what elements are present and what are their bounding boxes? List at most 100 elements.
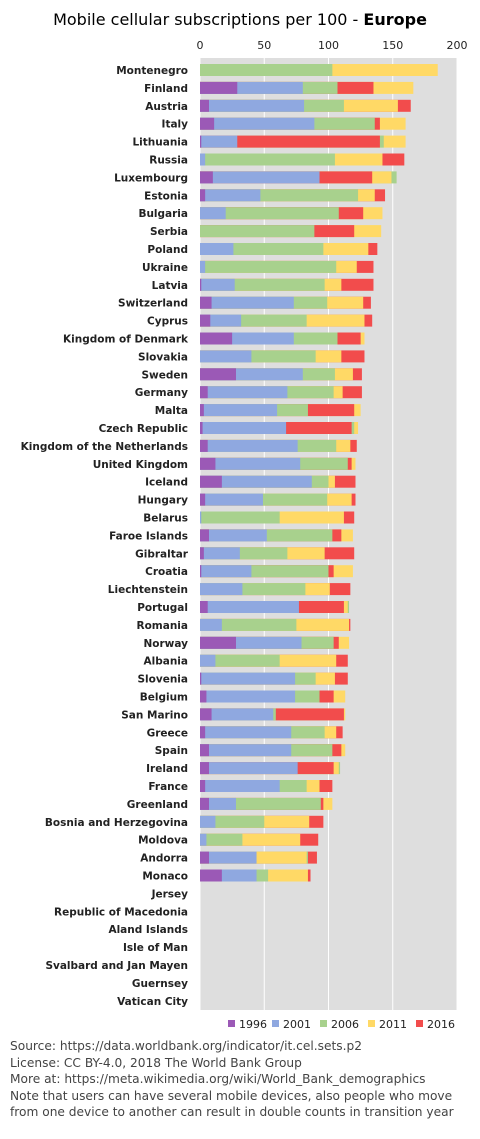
x-tick-label: 150 xyxy=(382,39,403,52)
category-label: Germany xyxy=(135,387,188,399)
category-label: Aland Islands xyxy=(108,924,188,936)
bar-1996 xyxy=(200,797,209,810)
legend-label: 2006 xyxy=(331,1018,359,1031)
category-label: Albania xyxy=(144,656,189,668)
bar-chart: 0 50 100 150 200 Montenegro Finland Austria Ital… xyxy=(21,39,468,1031)
bar-2006 xyxy=(200,618,297,631)
category-label: Lithuania xyxy=(132,137,188,149)
bar-1996 xyxy=(200,851,209,864)
bar-2001 xyxy=(200,690,296,703)
category-label: Sweden xyxy=(142,369,189,381)
bar-1996 xyxy=(200,457,216,470)
category-label: Greece xyxy=(147,727,188,739)
chart-title: Mobile cellular subscriptions per 100 - … xyxy=(0,10,480,29)
category-label: France xyxy=(148,781,188,793)
bar-2001 xyxy=(200,529,267,542)
bar-1996 xyxy=(200,636,236,649)
bar-2001 xyxy=(200,601,299,613)
category-label: Norway xyxy=(144,638,189,650)
category-label: Romania xyxy=(137,620,189,632)
bar-1996 xyxy=(200,529,209,542)
category-label: Italy xyxy=(162,119,189,131)
bar-1996 xyxy=(200,780,206,792)
bar-2006 xyxy=(200,64,333,76)
category-label: Bulgaria xyxy=(138,208,188,220)
bar-2001 xyxy=(200,762,298,775)
bar-1996 xyxy=(200,565,202,578)
bar-1996 xyxy=(200,332,233,345)
footer-more: More at: https://meta.wikimedia.org/wiki… xyxy=(10,1072,426,1086)
bar-2001 xyxy=(200,851,257,864)
category-label: Estonia xyxy=(144,190,188,202)
x-tick-label: 100 xyxy=(318,39,339,52)
category-label: United Kingdom xyxy=(93,459,188,471)
bar-2001 xyxy=(200,672,296,685)
bar-1996 xyxy=(200,708,212,721)
bar-2006 xyxy=(200,260,337,273)
category-label: Czech Republic xyxy=(99,423,188,435)
category-label: Poland xyxy=(147,244,188,256)
footer: Source: https://data.worldbank.org/indic… xyxy=(10,1038,475,1121)
bar-2016 xyxy=(200,135,380,148)
bar-1996 xyxy=(200,99,209,112)
category-label: Vatican City xyxy=(117,996,188,1008)
category-label: Cyprus xyxy=(147,316,188,328)
category-label: Liechtenstein xyxy=(108,584,188,596)
bar-2001 xyxy=(200,422,287,434)
bar-2001 xyxy=(200,654,216,667)
bar-2006 xyxy=(200,207,339,220)
legend-swatch-2016 xyxy=(416,1020,423,1027)
bar-1996 xyxy=(200,475,222,488)
bar-2001 xyxy=(200,511,202,524)
legend-label: 2011 xyxy=(379,1018,407,1031)
category-label: Hungary xyxy=(138,495,189,507)
bar-2001 xyxy=(200,565,252,578)
bar-2001 xyxy=(200,99,305,112)
bar-1996 xyxy=(200,422,203,434)
bar-1996 xyxy=(200,81,238,94)
bar-2006 xyxy=(200,511,280,524)
bar-1996 xyxy=(200,601,208,613)
category-label: Jersey xyxy=(151,888,189,900)
category-label: Belgium xyxy=(140,692,188,704)
bar-1996 xyxy=(200,171,213,184)
category-label: Malta xyxy=(155,405,188,417)
category-label: Ireland xyxy=(146,763,188,775)
category-label: Russia xyxy=(149,155,188,167)
bar-2006 xyxy=(200,815,265,828)
bar-2001 xyxy=(200,260,206,273)
bar-2001 xyxy=(200,547,240,560)
bar-2001 xyxy=(200,780,280,792)
bar-1996 xyxy=(200,314,211,327)
category-label: Gibraltar xyxy=(135,548,189,560)
legend-label: 2016 xyxy=(427,1018,455,1031)
x-tick-label: 200 xyxy=(447,39,468,52)
bar-2001 xyxy=(200,744,292,757)
category-label: Montenegro xyxy=(116,65,188,77)
category-label: Republic of Macedonia xyxy=(54,906,188,918)
category-label: Croatia xyxy=(145,566,188,578)
category-label: Switzerland xyxy=(118,298,188,310)
bar-1996 xyxy=(200,547,204,560)
category-label: Austria xyxy=(145,101,188,113)
bar-1996 xyxy=(200,135,202,148)
bar-2001 xyxy=(200,493,263,506)
legend-label: 1996 xyxy=(239,1018,267,1031)
bar-1996 xyxy=(200,368,236,381)
bar-2001 xyxy=(200,708,274,721)
category-label: Luxembourg xyxy=(114,172,188,184)
bar-1996 xyxy=(200,672,202,685)
category-label: San Marino xyxy=(121,709,188,721)
legend-swatch-2006 xyxy=(320,1020,327,1027)
bar-1996 xyxy=(200,117,215,130)
category-label: Ukraine xyxy=(142,262,188,274)
category-label: Spain xyxy=(155,745,188,757)
bar-2006 xyxy=(200,153,335,166)
category-label: Serbia xyxy=(150,226,188,238)
footer-license: License: CC BY-4.0, 2018 The World Bank … xyxy=(10,1055,302,1070)
category-label: Belarus xyxy=(143,513,188,525)
bar-1996 xyxy=(200,690,207,703)
bar-2001 xyxy=(200,117,315,130)
bar-2001 xyxy=(200,278,235,291)
category-label: Greenland xyxy=(127,799,188,811)
